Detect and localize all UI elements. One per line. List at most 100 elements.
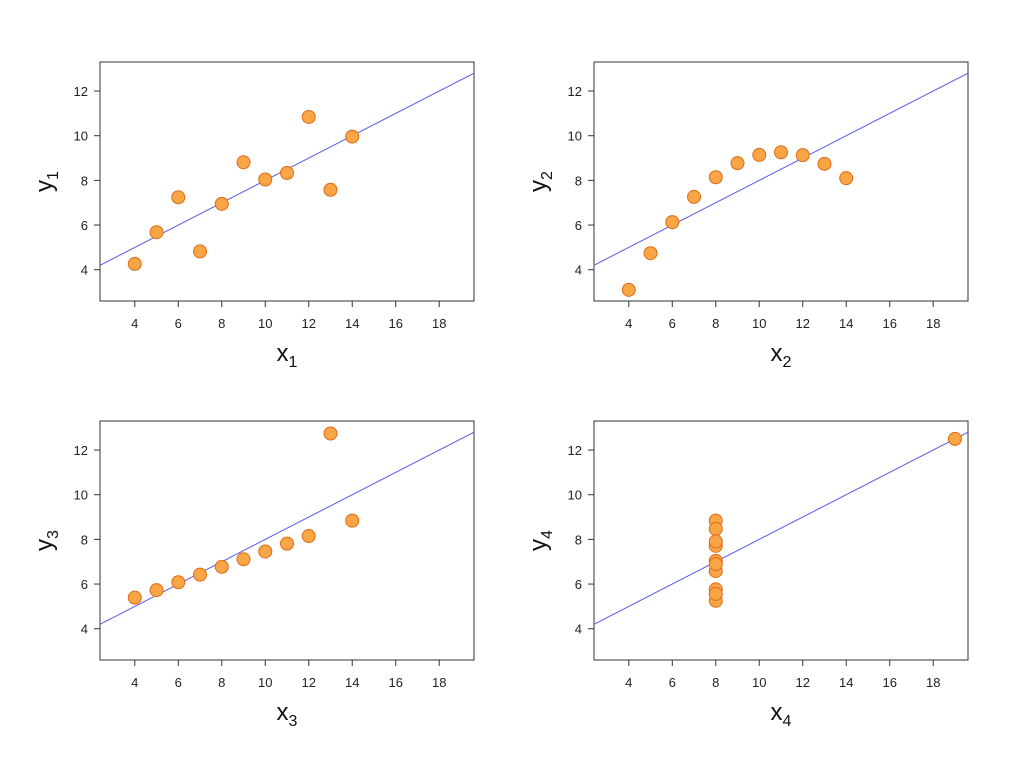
panel-4: 4 6 8 10 12 14 16 18 4 6 8 10 12 x4 y4	[525, 420, 969, 730]
panel-1-point	[171, 190, 186, 205]
panel-2-point	[708, 170, 723, 185]
panel-3-point	[193, 567, 208, 582]
panel-1-x-tick-label: 18	[432, 316, 446, 331]
panel-4-x-tick-label: 6	[669, 675, 676, 690]
panel-3-y-tick-label: 12	[74, 443, 88, 458]
panel-1-y-axis-label: y1	[31, 171, 62, 192]
panel-1-x-tick-label: 10	[258, 316, 272, 331]
panel-3-point	[258, 544, 273, 559]
panel-4-x-tick-label: 10	[752, 675, 766, 690]
panel-1-x-tick-label: 6	[175, 316, 182, 331]
panel-2-point	[687, 189, 702, 204]
panel-2-x-tick-label: 14	[839, 316, 853, 331]
panel-3-x-axis-label: x3	[277, 699, 298, 730]
panel-3-y-tick-label: 10	[74, 488, 88, 503]
panel-2-point	[621, 282, 636, 297]
panel-1-point	[149, 225, 164, 240]
panel-2-y-axis-label: y2	[525, 171, 556, 192]
panel-1-x-tick-label: 4	[131, 316, 138, 331]
panel-4-x-tick-label: 12	[796, 675, 810, 690]
panel-1: 4 6 8 10 12 14 16 18 4 6 8 10 12 x1 y1	[31, 61, 475, 371]
panel-2-point	[730, 156, 745, 171]
panel-1-y-tick-label: 10	[74, 129, 88, 144]
panel-2-x-tick-label: 16	[882, 316, 896, 331]
panel-1-frame	[99, 61, 475, 302]
panel-3-x-tick-label: 16	[388, 675, 402, 690]
panel-2-x-tick-label: 6	[669, 316, 676, 331]
panel-4-y-tick-label: 4	[575, 622, 582, 637]
panel-2-x-tick-label: 4	[625, 316, 632, 331]
panel-4-y-tick-label: 6	[575, 577, 582, 592]
panel-3-point	[301, 529, 316, 544]
panel-1-y-tick-label: 8	[81, 173, 88, 188]
panel-1-point	[280, 166, 294, 181]
panel-2-frame	[593, 61, 969, 302]
panel-2-point	[752, 147, 767, 162]
panel-2-point	[839, 171, 854, 186]
panel-1-y-tick-label: 12	[74, 84, 88, 99]
panel-1-x-axis-label: x1	[277, 340, 298, 371]
panel-2-point	[643, 246, 658, 261]
panel-1-point	[301, 109, 316, 124]
panel-3-x-tick-label: 4	[131, 675, 138, 690]
panel-2-point	[795, 148, 810, 163]
panel-3-point	[345, 513, 360, 528]
panel-4-point	[708, 521, 723, 536]
panel-3-y-tick-label: 4	[81, 622, 88, 637]
panel-2: 4 6 8 10 12 14 16 18 4 6 8 10 12 x2 y2	[525, 61, 969, 371]
panel-4-point	[708, 557, 723, 572]
panel-4-fit-line	[594, 431, 968, 625]
panel-2-point	[774, 145, 788, 160]
panel-3: 4 6 8 10 12 14 16 18 4 6 8 10 12 x3 y3	[31, 420, 475, 730]
panel-2-point	[817, 156, 832, 171]
panel-3-point	[127, 590, 142, 605]
panel-2-y-tick-label: 6	[575, 218, 582, 233]
panel-1-point	[214, 196, 229, 211]
panel-2-x-tick-label: 12	[796, 316, 810, 331]
panel-1-x-tick-label: 8	[218, 316, 225, 331]
panel-4-x-tick-label: 16	[882, 675, 896, 690]
panel-4-x-tick-label: 18	[926, 675, 940, 690]
panel-4-point	[708, 534, 723, 549]
panel-1-point	[127, 256, 142, 271]
panel-4-point	[947, 431, 962, 446]
panel-3-point	[280, 536, 294, 551]
panel-2-y-tick-label: 8	[575, 173, 582, 188]
panel-4-y-axis-label: y4	[525, 530, 556, 551]
panel-3-x-tick-label: 12	[302, 675, 316, 690]
panel-2-fit-line	[594, 72, 968, 266]
panel-3-point	[323, 426, 338, 441]
panel-3-point	[171, 575, 186, 590]
panel-1-point	[236, 155, 251, 170]
panel-2-x-tick-label: 8	[712, 316, 719, 331]
panel-4-y-tick-label: 10	[568, 488, 582, 503]
panel-3-x-tick-label: 8	[218, 675, 225, 690]
panel-1-x-tick-label: 14	[345, 316, 359, 331]
panel-4-frame	[593, 420, 969, 661]
panel-3-point	[149, 583, 164, 598]
panel-1-x-tick-label: 16	[388, 316, 402, 331]
panel-2-y-tick-label: 10	[568, 129, 582, 144]
panel-3-point	[236, 552, 251, 567]
panel-3-x-tick-label: 14	[345, 675, 359, 690]
panel-3-x-tick-label: 10	[258, 675, 272, 690]
panel-3-point	[214, 559, 229, 574]
panel-3-y-tick-label: 8	[81, 532, 88, 547]
panel-2-x-tick-label: 10	[752, 316, 766, 331]
panel-4-x-tick-label: 14	[839, 675, 853, 690]
panel-4-y-tick-label: 12	[568, 443, 582, 458]
panel-2-point	[665, 215, 680, 230]
panel-3-x-tick-label: 6	[175, 675, 182, 690]
panel-3-frame	[99, 420, 475, 661]
panel-1-point	[323, 182, 338, 197]
panel-1-point	[345, 129, 360, 144]
panel-2-y-tick-label: 4	[575, 263, 582, 278]
panel-4-point	[708, 586, 723, 601]
panel-1-x-tick-label: 12	[302, 316, 316, 331]
panel-2-x-axis-label: x2	[771, 340, 792, 371]
panel-1-point	[193, 244, 208, 259]
panel-2-x-tick-label: 18	[926, 316, 940, 331]
panel-1-point	[258, 172, 273, 187]
panel-1-y-tick-label: 4	[81, 263, 88, 278]
panel-1-y-tick-label: 6	[81, 218, 88, 233]
